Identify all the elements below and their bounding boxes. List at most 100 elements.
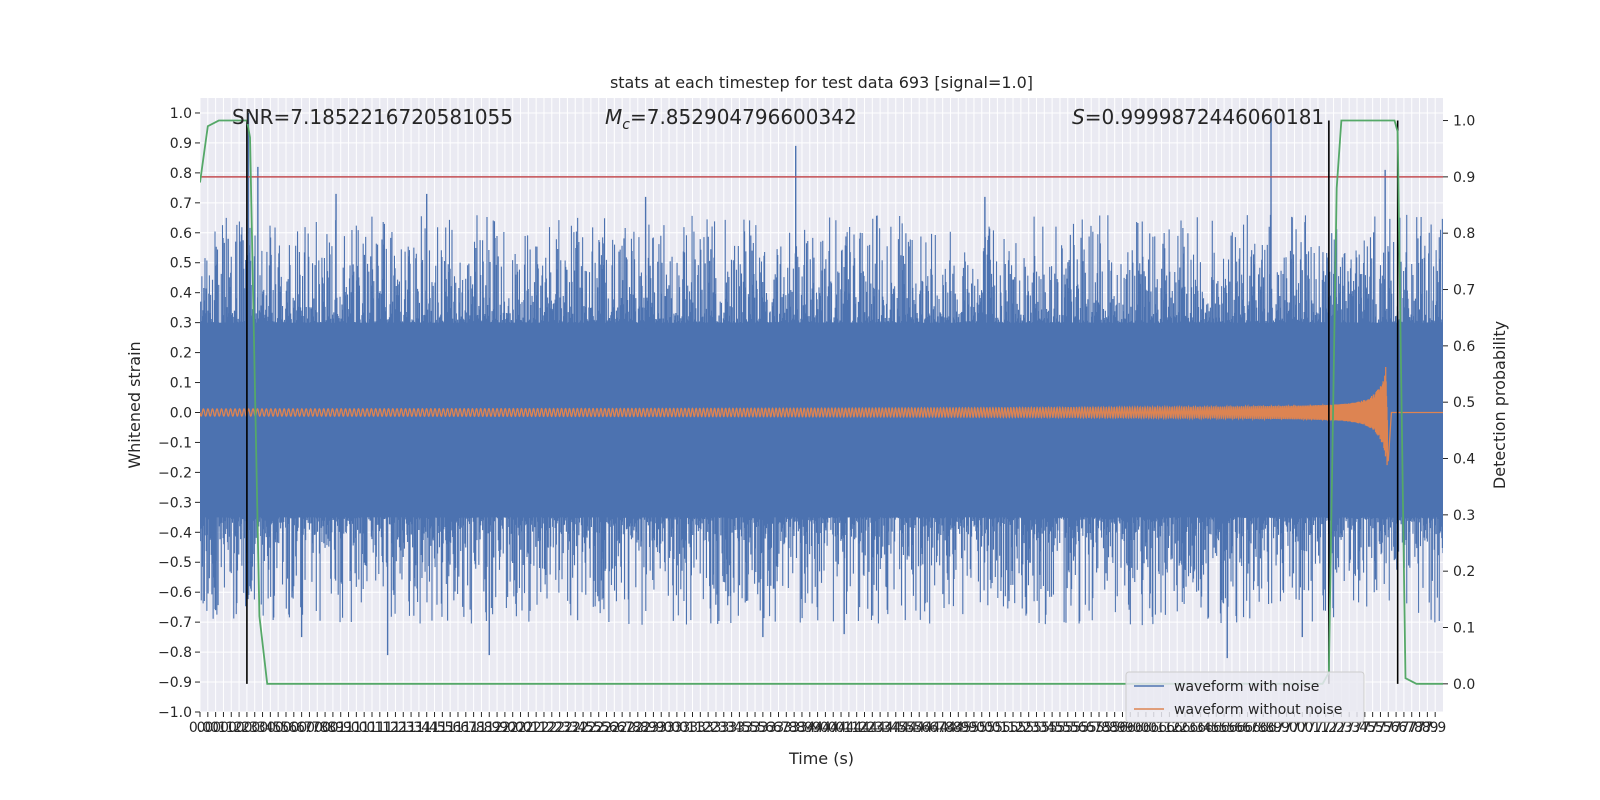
y-tick-label: 0.2 xyxy=(170,346,192,362)
x-tick-label: 1.6 xyxy=(447,720,469,736)
x-tick-label: 6.5 xyxy=(1213,720,1235,736)
x-tick-label: 0.3 xyxy=(244,720,266,736)
x-tick-label: 7.0 xyxy=(1276,720,1298,736)
x-tick-label: 1.1 xyxy=(361,720,383,736)
x-tick-label: 5.8 xyxy=(1088,720,1110,736)
x-tick-label: 6.9 xyxy=(1260,720,1282,736)
x-tick-label: 2.1 xyxy=(517,720,539,736)
snr-annotation: SNR=7.1852216720581055 xyxy=(232,105,513,129)
x-tick-label: 6.5 xyxy=(1197,720,1219,736)
x-tick-label: 6.1 xyxy=(1143,720,1165,736)
x-tick-label: 2.9 xyxy=(642,720,664,736)
x-tick-label: 5.4 xyxy=(1033,720,1055,736)
x-tick-label: 4.0 xyxy=(822,720,844,736)
x-tick-label: 3.7 xyxy=(767,720,789,736)
x-tick-label: 7.3 xyxy=(1330,720,1352,736)
x-tick-label: 4.1 xyxy=(838,720,860,736)
x-tick-label: 4.9 xyxy=(955,720,977,736)
x-tick-label: 6.2 xyxy=(1158,720,1180,736)
x-tick-label: 7.9 xyxy=(1424,720,1446,736)
x-tick-label: 1.8 xyxy=(462,720,484,736)
y-tick-label: −0.9 xyxy=(158,675,192,691)
x-tick-label: 3.0 xyxy=(666,720,688,736)
x-tick-label: 5.9 xyxy=(1104,720,1126,736)
x-tick-label: 6.3 xyxy=(1174,720,1196,736)
y-tick-label: 0.6 xyxy=(170,226,192,242)
x-tick-label: 3.3 xyxy=(705,720,727,736)
x-tick-label: 2.5 xyxy=(580,720,602,736)
x-tick-label: 5.1 xyxy=(994,720,1016,736)
x-tick-label: 4.9 xyxy=(947,720,969,736)
x-tick-label: 3.8 xyxy=(783,720,805,736)
y-tick-label: 1.0 xyxy=(170,106,192,122)
chirp-mass-subscript: c xyxy=(622,117,630,133)
x-tick-label: 5.9 xyxy=(1111,720,1133,736)
x-tick-label: 2.3 xyxy=(556,720,578,736)
x-tick-label: 5.7 xyxy=(1080,720,1102,736)
x-tick-label: 3.0 xyxy=(650,720,672,736)
x-tick-label: 7.5 xyxy=(1362,720,1384,736)
x-tick-label: 7.8 xyxy=(1401,720,1423,736)
x-tick-label: 0.6 xyxy=(275,720,297,736)
x-tick-label: 6.8 xyxy=(1244,720,1266,736)
y-tick-label: −0.6 xyxy=(158,585,192,601)
score-value: =0.9999872446060181 xyxy=(1085,105,1324,129)
y-tick-label: 0.7 xyxy=(170,196,192,212)
x-tick-label: 5.1 xyxy=(986,720,1008,736)
x-tick-label: 6.0 xyxy=(1127,720,1149,736)
x-tick-label: 6.0 xyxy=(1135,720,1157,736)
x-tick-label: 4.0 xyxy=(806,720,828,736)
x-tick-label: 2.6 xyxy=(603,720,625,736)
x-tick-label: 5.2 xyxy=(1002,720,1024,736)
x-tick-label: 7.6 xyxy=(1377,720,1399,736)
x-tick-label: 5.5 xyxy=(1049,720,1071,736)
x-tick-label: 1.8 xyxy=(470,720,492,736)
x-tick-label: 0.2 xyxy=(228,720,250,736)
x-tick-label: 5.8 xyxy=(1096,720,1118,736)
x-tick-label: 1.5 xyxy=(423,720,445,736)
x-tick-label: 6.7 xyxy=(1236,720,1258,736)
x-tick-label: 5.5 xyxy=(1057,720,1079,736)
x-tick-label: 0.0 xyxy=(197,720,219,736)
x-tick-label: 6.6 xyxy=(1229,720,1251,736)
legend-label-noise: waveform with noise xyxy=(1174,679,1319,695)
x-tick-label: 6.6 xyxy=(1221,720,1243,736)
y2-tick-label: 0.1 xyxy=(1453,621,1475,637)
x-tick-label: 3.9 xyxy=(791,720,813,736)
x-tick-label: 2.8 xyxy=(619,720,641,736)
x-tick-label: 1.3 xyxy=(392,720,414,736)
x-tick-label: 3.2 xyxy=(697,720,719,736)
y2-tick-label: 0.5 xyxy=(1453,395,1475,411)
x-tick-label: 3.9 xyxy=(799,720,821,736)
x-tick-label: 2.0 xyxy=(509,720,531,736)
x-tick-label: 5.0 xyxy=(971,720,993,736)
x-tick-label: 0.9 xyxy=(322,720,344,736)
x-tick-label: 5.0 xyxy=(963,720,985,736)
x-tick-label: 3.3 xyxy=(713,720,735,736)
y2-tick-label: 0.7 xyxy=(1453,283,1475,299)
x-tick-label: 4.4 xyxy=(877,720,899,736)
clean-waveform-line xyxy=(200,366,1443,466)
x-tick-label: 1.0 xyxy=(337,720,359,736)
y-axis-ticks: −1.0 −0.9 −0.8 −0.7 −0.6 −0.5 −0.4 −0.3 −0.2 −0.1… xyxy=(158,106,200,721)
x-tick-label: 3.6 xyxy=(752,720,774,736)
x-tick-label: 7.7 xyxy=(1393,720,1415,736)
x-tick-label: 1.4 xyxy=(416,720,438,736)
legend: waveform with noise waveform without noi… xyxy=(1125,671,1365,723)
x-tick-label: 0.0 xyxy=(189,720,211,736)
y2-tick-label: 0.0 xyxy=(1453,677,1475,693)
x-tick-label: 1.3 xyxy=(400,720,422,736)
x-tick-label: 1.9 xyxy=(486,720,508,736)
x-tick-label: 0.8 xyxy=(306,720,328,736)
x-tick-label: 7.2 xyxy=(1322,720,1344,736)
x-tick-label: 2.9 xyxy=(634,720,656,736)
x-tick-label: 2.0 xyxy=(502,720,524,736)
y2-tick-label: 0.4 xyxy=(1453,452,1475,468)
x-tick-label: 1.1 xyxy=(369,720,391,736)
x-tick-label: 7.6 xyxy=(1385,720,1407,736)
x-tick-label: 3.2 xyxy=(689,720,711,736)
x-tick-label: 4.5 xyxy=(900,720,922,736)
x-tick-label: 7.4 xyxy=(1346,720,1368,736)
x-tick-label: 1.5 xyxy=(431,720,453,736)
